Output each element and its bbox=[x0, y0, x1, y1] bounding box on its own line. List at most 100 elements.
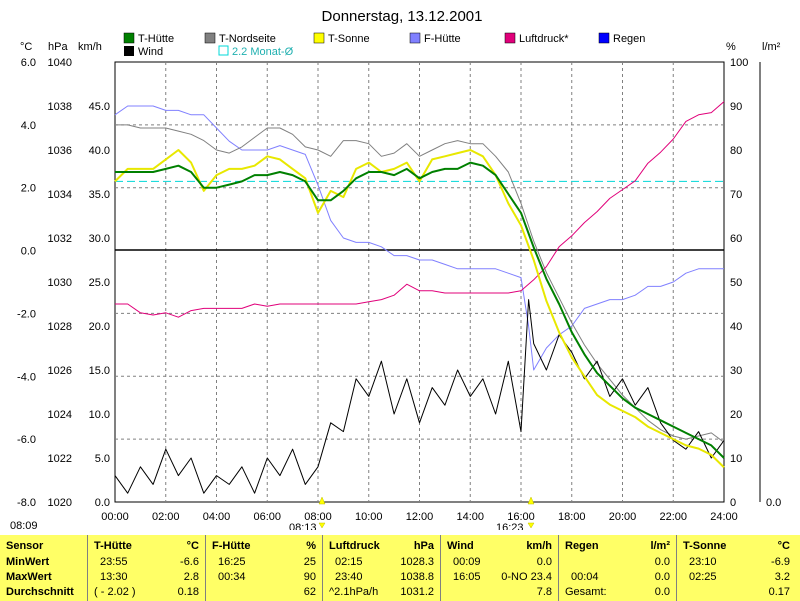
regen-name: Regen bbox=[565, 540, 599, 552]
f-huette-name: F-Hütte bbox=[212, 540, 251, 552]
wind-avg-val: 7.8 bbox=[536, 586, 552, 598]
legend-label-regen: Regen bbox=[613, 33, 645, 45]
regen-avg-val: 0.0 bbox=[654, 586, 670, 598]
stats-panel-sensor: Sensor MinWert MaxWert Durchschnitt bbox=[0, 535, 88, 601]
weather-chart: Donnerstag, 13.12.2001 °C hPa km/h % l/m… bbox=[10, 8, 781, 530]
pressure-tick-label: 1032 bbox=[48, 233, 72, 245]
humidity-tick-label: 90 bbox=[730, 101, 742, 113]
series-line-t-sonne bbox=[114, 149, 725, 469]
luftdruck-max-val: 1038.8 bbox=[400, 571, 434, 583]
marker-triangle-1 bbox=[318, 496, 326, 505]
x-tick-label: 04:00 bbox=[203, 511, 231, 523]
luftdruck-max-time: 23:40 bbox=[335, 571, 363, 583]
sunrise-time-label: 08:09 bbox=[10, 520, 38, 530]
series-line-t-huette bbox=[115, 161, 725, 459]
legend: T-Hütte Wind T-Nordseite 2.2 Monat-Ø T-S… bbox=[123, 32, 645, 58]
wind-tick-label: 5.0 bbox=[95, 453, 110, 465]
legend-label-t-nordseite: T-Nordseite bbox=[219, 33, 276, 45]
legend-label-luftdruck: Luftdruck* bbox=[519, 33, 569, 45]
wind-tick-label: 40.0 bbox=[89, 145, 110, 157]
wind-name: Wind bbox=[447, 540, 474, 552]
pressure-tick-label: 1034 bbox=[48, 189, 72, 201]
stats-panel-t-sonne: T-Sonne °C 23:10 -6.9 02:25 3.2 0.17 bbox=[677, 535, 800, 601]
luftdruck-avg-val: 1031.2 bbox=[400, 586, 434, 598]
humidity-tick-label: 0 bbox=[730, 497, 736, 509]
wind-tick-label: 15.0 bbox=[89, 365, 110, 377]
legend-swatch-t-nordseite bbox=[204, 32, 216, 44]
pressure-axis-header: hPa bbox=[48, 41, 68, 53]
humidity-tick-label: 100 bbox=[730, 57, 748, 69]
regen-min-val: 0.0 bbox=[654, 556, 670, 568]
x-tick-label: 22:00 bbox=[659, 511, 687, 523]
wind-axis-header: km/h bbox=[78, 41, 102, 53]
stats-panel-wind: Wind km/h 00:09 0.0 16:05 0-NO 23.4 7.8 bbox=[441, 535, 559, 601]
pressure-tick-label: 1026 bbox=[48, 365, 72, 377]
wind-tick-label: 45.0 bbox=[89, 101, 110, 113]
t-huette-avg-label: ( - 2.02 ) bbox=[94, 586, 136, 598]
luftdruck-avg-label: ^2.1hPa/h bbox=[329, 586, 379, 598]
marker-arrow-1 bbox=[318, 522, 326, 529]
temp-axis-header: °C bbox=[20, 41, 32, 53]
wind-max-val: 0-NO 23.4 bbox=[501, 571, 552, 583]
humidity-axis-header: % bbox=[726, 41, 736, 53]
series-layer bbox=[114, 101, 725, 494]
regen-max-time: 00:04 bbox=[571, 571, 599, 583]
series-line-f-huette bbox=[114, 105, 724, 371]
t-sonne-unit: °C bbox=[777, 540, 790, 552]
humidity-tick-label: 20 bbox=[730, 409, 742, 421]
temp-tick-label: 0.0 bbox=[21, 246, 36, 258]
legend-label-t-sonne: T-Sonne bbox=[328, 33, 370, 45]
humidity-tick-label: 10 bbox=[730, 453, 742, 465]
marker-label-2: 16:23 bbox=[496, 522, 524, 530]
t-sonne-min-val: -6.9 bbox=[771, 556, 790, 568]
temp-tick-label: -8.0 bbox=[17, 497, 36, 509]
grid bbox=[115, 62, 724, 502]
stats-panel-t-huette: T-Hütte °C 23:55 -6.6 13:30 2.8 ( - 2.02 ) 0… bbox=[88, 535, 206, 601]
x-tick-label: 12:00 bbox=[406, 511, 434, 523]
temp-tick-label: -4.0 bbox=[17, 371, 36, 383]
temp-tick-label: -6.0 bbox=[17, 434, 36, 446]
tick-labels: 00:00 02:00 04:00 06:00 08:00 10:00 12:00 14:00… bbox=[17, 57, 781, 523]
f-huette-unit: % bbox=[306, 540, 316, 552]
temp-tick-label: -2.0 bbox=[17, 308, 36, 320]
x-tick-label: 14:00 bbox=[456, 511, 484, 523]
marker-triangle-2 bbox=[527, 496, 535, 505]
x-tick-label: 16:00 bbox=[507, 511, 535, 523]
f-huette-max-time: 00:34 bbox=[218, 571, 246, 583]
t-sonne-max-val: 3.2 bbox=[774, 571, 790, 583]
stats-panel-f-huette: F-Hütte% 16:25 25 00:34 90 62 bbox=[206, 535, 323, 601]
pressure-tick-label: 1030 bbox=[48, 277, 72, 289]
t-sonne-min-time: 23:10 bbox=[689, 556, 717, 568]
pressure-tick-label: 1036 bbox=[48, 145, 72, 157]
t-huette-min-val: -6.6 bbox=[180, 556, 199, 568]
f-huette-max-val: 90 bbox=[303, 571, 316, 583]
legend-swatch-wind bbox=[124, 46, 134, 56]
regen-total-label: Gesamt: bbox=[565, 586, 607, 598]
legend-swatch-t-huette bbox=[123, 32, 135, 44]
t-huette-unit: °C bbox=[186, 540, 199, 552]
temp-tick-label: 2.0 bbox=[21, 183, 36, 195]
series-line-wind bbox=[114, 299, 725, 494]
humidity-tick-label: 60 bbox=[730, 233, 742, 245]
temp-tick-label: 4.0 bbox=[21, 120, 36, 132]
t-sonne-max-time: 02:25 bbox=[689, 571, 717, 583]
marker-label-1: 08:13 bbox=[289, 522, 317, 530]
t-huette-min-time: 23:55 bbox=[100, 556, 128, 568]
x-tick-label: 20:00 bbox=[609, 511, 637, 523]
f-huette-min-val: 25 bbox=[303, 556, 316, 568]
x-tick-label: 18:00 bbox=[558, 511, 586, 523]
pressure-tick-label: 1040 bbox=[48, 57, 72, 69]
x-tick-label: 06:00 bbox=[253, 511, 281, 523]
t-huette-max-time: 13:30 bbox=[100, 571, 128, 583]
stats-max-label: MaxWert bbox=[6, 571, 52, 583]
wind-max-time: 16:05 bbox=[453, 571, 481, 583]
marker-arrow-2 bbox=[527, 522, 535, 529]
t-sonne-name: T-Sonne bbox=[683, 540, 727, 552]
legend-swatch-monat bbox=[218, 45, 229, 56]
luftdruck-min-val: 1028.3 bbox=[400, 556, 434, 568]
luftdruck-unit: hPa bbox=[413, 540, 434, 552]
temp-tick-label: 6.0 bbox=[21, 57, 36, 69]
f-huette-avg-val: 62 bbox=[303, 586, 316, 598]
legend-swatch-regen bbox=[598, 32, 610, 44]
humidity-tick-label: 80 bbox=[730, 145, 742, 157]
